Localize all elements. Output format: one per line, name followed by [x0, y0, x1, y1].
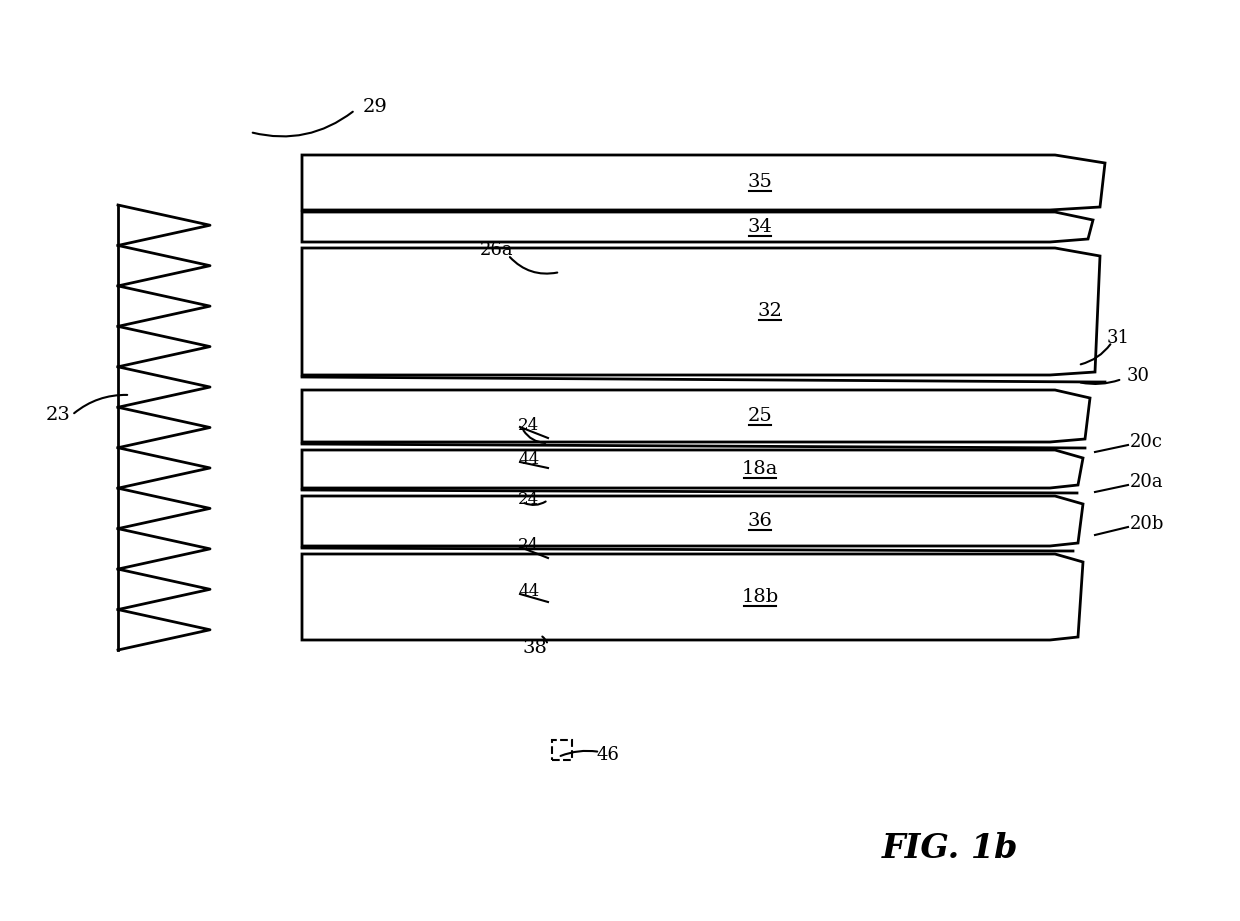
Polygon shape [303, 450, 1083, 488]
Text: 38: 38 [522, 639, 547, 657]
Text: 35: 35 [748, 173, 773, 191]
Text: 26a: 26a [480, 241, 513, 259]
Text: 18a: 18a [742, 460, 779, 478]
Text: 46: 46 [596, 746, 620, 764]
Text: 24: 24 [518, 492, 539, 508]
Text: 20c: 20c [1130, 433, 1163, 451]
Text: 34: 34 [748, 218, 773, 236]
Text: 29: 29 [362, 98, 387, 116]
Bar [552, 740, 572, 760]
Text: 24: 24 [518, 416, 539, 434]
Polygon shape [303, 155, 1105, 210]
Text: 44: 44 [518, 584, 539, 600]
Polygon shape [303, 554, 1083, 640]
Text: 32: 32 [758, 302, 782, 320]
Text: 24: 24 [518, 537, 539, 554]
Text: FIG. 1b: FIG. 1b [882, 832, 1018, 865]
Polygon shape [303, 390, 1090, 442]
Text: 31: 31 [1106, 329, 1130, 347]
Text: 44: 44 [518, 451, 539, 469]
Text: 30: 30 [1126, 367, 1149, 385]
Polygon shape [303, 496, 1083, 546]
Text: 18b: 18b [742, 588, 779, 606]
Text: 20a: 20a [1130, 473, 1163, 491]
Text: 36: 36 [748, 512, 773, 530]
Polygon shape [303, 248, 1100, 375]
Polygon shape [303, 212, 1092, 242]
Text: 23: 23 [46, 406, 71, 424]
Text: 25: 25 [748, 407, 773, 425]
Text: 20b: 20b [1130, 515, 1164, 533]
